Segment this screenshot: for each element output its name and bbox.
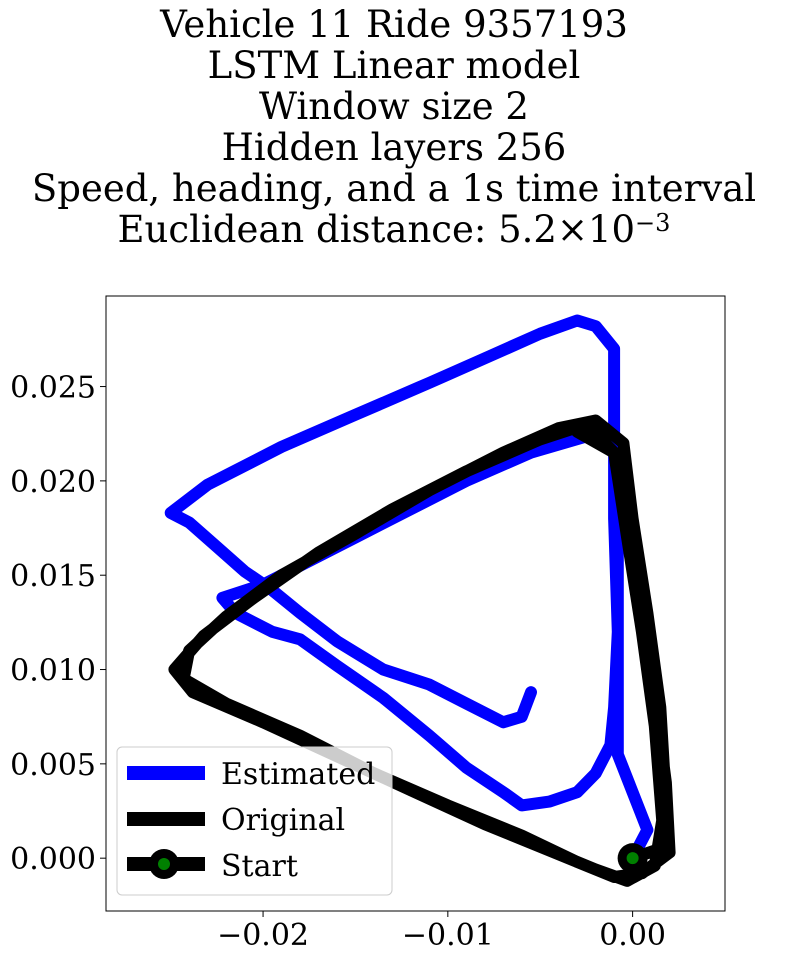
x-tick-label: 0.00 [599, 918, 666, 953]
x-axis: −0.02 −0.01 0.00 [217, 911, 666, 953]
y-tick-label: 0.020 [10, 465, 96, 500]
y-tick-label: 0.005 [10, 748, 96, 783]
legend: Estimated Original Start [116, 746, 393, 896]
series-layer [164, 314, 676, 887]
chart-title: Vehicle 11 Ride 9357193 LSTM Linear mode… [0, 4, 788, 250]
plot-frame [105, 295, 726, 912]
title-line-3: Window size 2 [259, 85, 529, 128]
title-line-1: Vehicle 11 Ride 9357193 [160, 3, 628, 46]
series-line-original [168, 414, 676, 887]
distance-text: Euclidean distance: 5.2×10 [117, 208, 636, 251]
y-tick-label: 0.010 [10, 654, 96, 689]
start-marker [626, 852, 639, 865]
legend-label-original: Original [221, 803, 345, 838]
x-tick-label: −0.02 [217, 918, 309, 953]
title-line-5: Speed, heading, and a 1s time interval [31, 167, 757, 210]
y-tick-label: 0.025 [10, 371, 96, 406]
legend-start-marker [158, 858, 170, 870]
distance-exponent: −3 [635, 209, 671, 237]
title-line-6: Euclidean distance: 5.2×10−3 [0, 209, 788, 250]
y-tick-label: 0.015 [10, 559, 96, 594]
title-line-2: LSTM Linear model [207, 44, 581, 87]
y-axis: 0.000 0.005 0.010 0.015 0.020 0.025 [10, 371, 106, 877]
y-tick-label: 0.000 [10, 842, 96, 877]
legend-label-estimated: Estimated [221, 757, 375, 792]
legend-label-start: Start [221, 849, 298, 884]
title-line-4: Hidden layers 256 [221, 126, 567, 169]
x-tick-label: −0.01 [402, 918, 494, 953]
